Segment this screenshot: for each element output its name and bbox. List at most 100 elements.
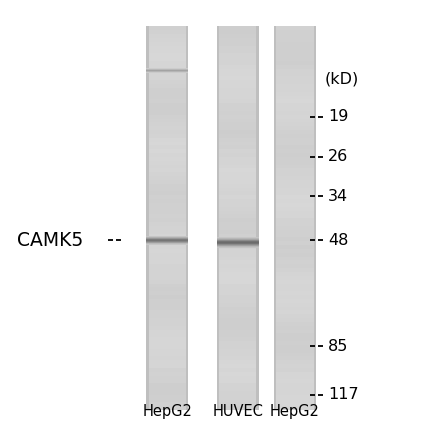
Bar <box>186 26 188 410</box>
Bar <box>146 137 188 142</box>
Bar <box>216 279 259 284</box>
Bar <box>146 176 188 180</box>
Bar <box>216 30 259 34</box>
Bar <box>146 107 188 111</box>
Bar <box>216 53 259 57</box>
Bar <box>146 195 188 199</box>
Bar <box>146 364 188 368</box>
Bar <box>146 168 188 172</box>
Bar <box>146 272 188 276</box>
Bar <box>216 344 259 349</box>
Bar <box>146 210 188 214</box>
Bar <box>216 367 259 372</box>
Bar <box>274 195 316 199</box>
Bar <box>274 191 316 195</box>
Bar <box>146 314 188 318</box>
Bar <box>216 87 259 92</box>
Bar <box>146 352 188 356</box>
Text: 117: 117 <box>328 387 359 402</box>
Bar <box>216 264 259 268</box>
Bar <box>146 164 188 168</box>
Bar <box>146 233 188 237</box>
Bar <box>216 37 259 42</box>
Bar <box>216 110 259 115</box>
Bar <box>216 176 259 180</box>
Bar <box>216 80 259 84</box>
Bar <box>216 237 259 238</box>
Bar <box>146 360 188 364</box>
Bar <box>216 126 259 130</box>
Bar <box>146 241 188 245</box>
Bar <box>216 222 259 226</box>
Bar <box>216 321 259 326</box>
Bar <box>146 229 188 234</box>
Bar <box>146 391 188 395</box>
Bar <box>216 206 259 211</box>
Bar <box>146 57 188 61</box>
Bar <box>216 256 259 261</box>
Bar <box>146 183 188 187</box>
Bar <box>274 37 316 42</box>
Bar <box>146 157 188 161</box>
Bar <box>216 239 259 240</box>
Bar <box>274 206 316 211</box>
Bar <box>146 214 188 218</box>
Bar <box>274 268 316 272</box>
Bar <box>146 99 188 103</box>
Bar <box>274 344 316 349</box>
Bar <box>274 202 316 207</box>
Bar <box>146 95 188 99</box>
Bar <box>274 241 316 245</box>
Bar <box>274 157 316 161</box>
Bar <box>274 179 316 184</box>
Bar <box>146 243 188 244</box>
Bar <box>274 45 316 49</box>
Bar <box>146 371 188 376</box>
Bar <box>216 179 259 184</box>
Bar <box>216 337 259 341</box>
Bar <box>216 76 259 80</box>
Bar <box>216 149 259 153</box>
Bar <box>146 239 188 240</box>
Bar <box>216 198 259 203</box>
Bar <box>274 252 316 257</box>
Bar <box>216 245 259 246</box>
Bar <box>216 64 259 69</box>
Bar <box>146 260 188 264</box>
Bar <box>146 252 188 257</box>
Bar <box>216 195 259 199</box>
Bar <box>274 275 316 280</box>
Bar <box>274 237 316 241</box>
Bar <box>274 383 316 387</box>
Bar <box>146 287 188 291</box>
Bar <box>216 371 259 376</box>
Bar <box>274 218 316 222</box>
Bar <box>216 249 259 253</box>
Bar <box>146 402 188 406</box>
Bar <box>216 57 259 61</box>
Bar <box>274 87 316 92</box>
Bar <box>146 383 188 387</box>
Bar <box>274 164 316 168</box>
Bar <box>274 337 316 341</box>
Bar <box>274 72 316 76</box>
Bar <box>216 26 259 30</box>
Bar <box>216 225 259 230</box>
Bar <box>216 275 259 280</box>
Bar <box>146 387 188 391</box>
Bar <box>146 275 188 280</box>
Bar <box>216 238 259 239</box>
Bar <box>274 229 316 234</box>
Bar <box>146 206 188 211</box>
Bar <box>146 242 188 243</box>
Bar <box>274 375 316 379</box>
Bar <box>216 406 259 410</box>
Bar <box>146 283 188 288</box>
Bar <box>216 246 259 247</box>
Bar <box>216 172 259 176</box>
Bar <box>146 202 188 207</box>
Bar <box>146 191 188 195</box>
Bar <box>216 244 259 245</box>
Bar <box>216 291 259 295</box>
Bar <box>216 214 259 218</box>
